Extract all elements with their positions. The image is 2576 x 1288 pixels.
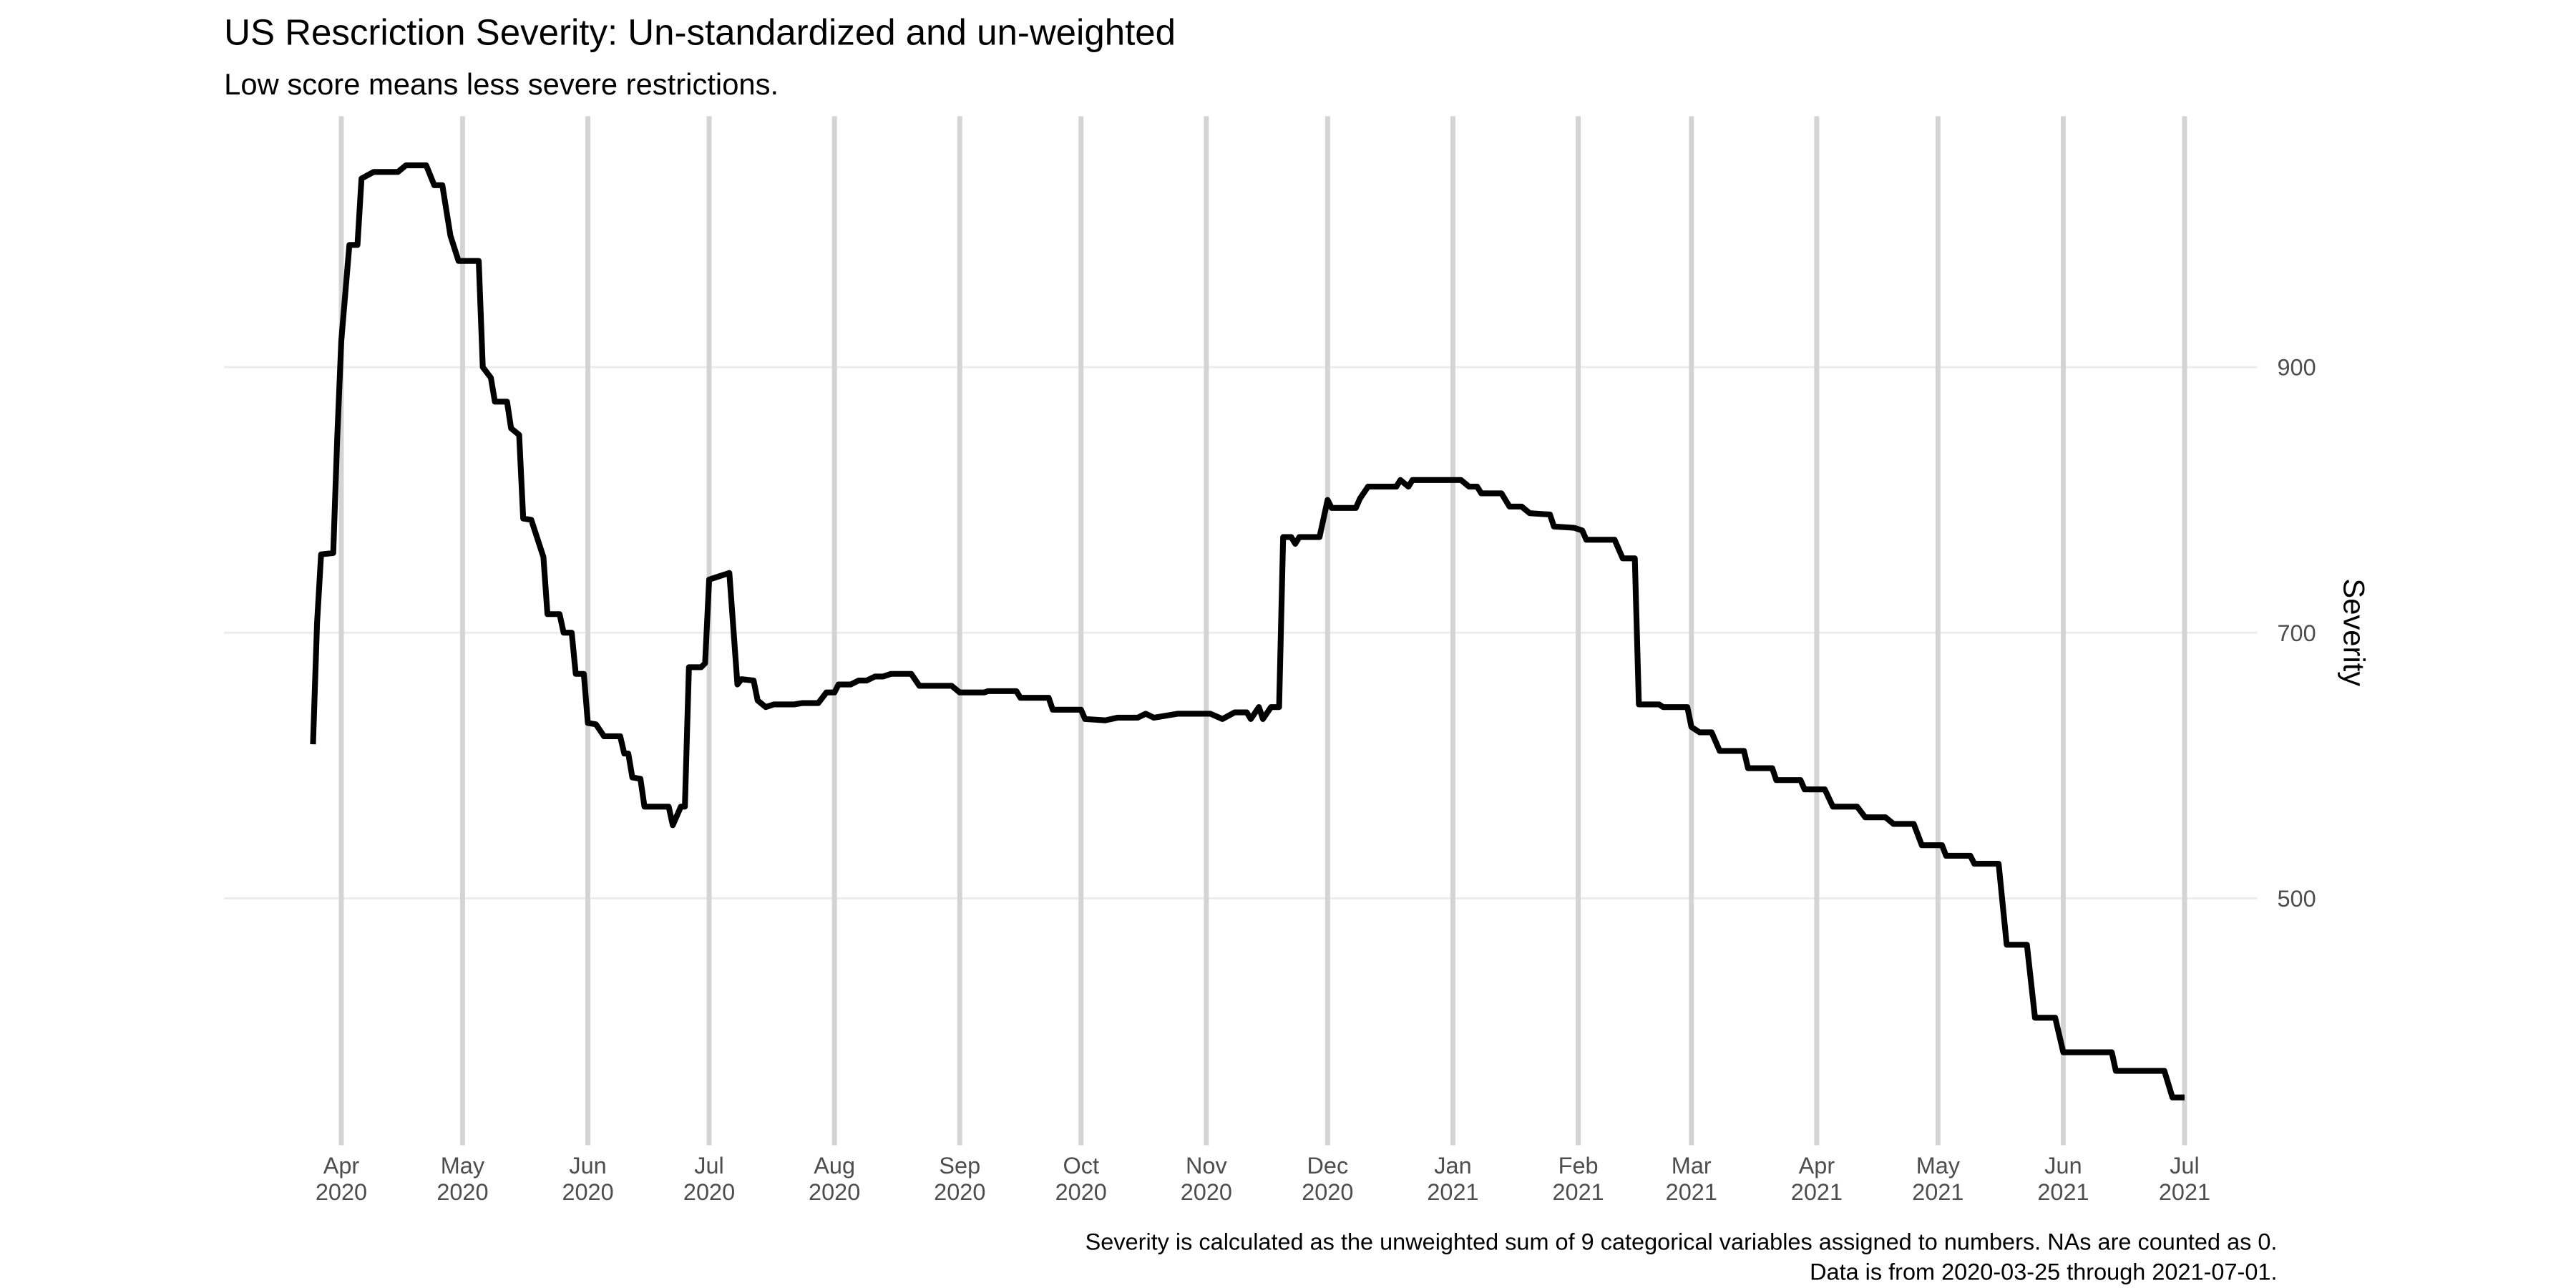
- y-tick-label: 900: [2277, 355, 2316, 381]
- line: [310, 162, 2185, 1101]
- x-tick-label: Aug 2020: [809, 1153, 860, 1205]
- y-tick-label: 500: [2277, 886, 2316, 912]
- y-axis-title: Severity: [2337, 578, 2371, 686]
- x-tick-label: May 2020: [436, 1153, 488, 1205]
- x-tick-label: Jun 2021: [2037, 1153, 2089, 1205]
- x-tick-label: Jul 2020: [683, 1153, 735, 1205]
- x-tick-label: Sep 2020: [934, 1153, 985, 1205]
- x-tick-label: Feb 2021: [1552, 1153, 1604, 1205]
- x-tick-label: Apr 2020: [316, 1153, 367, 1205]
- plot-area: [310, 162, 2185, 1101]
- chart-title: US Rescriction Severity: Un-standardized…: [224, 12, 1176, 53]
- x-tick-label: May 2021: [1912, 1153, 1963, 1205]
- caption: Data is from 2020-03-25 through 2021-07-…: [1810, 1259, 2277, 1284]
- chart-subtitle: Low score means less severe restrictions…: [224, 67, 779, 101]
- grid: 500 700 900 Apr 2020 May 2020 Jun 2020 Jul 2020 Aug…: [224, 116, 2316, 1205]
- x-tick-label: Jan 2021: [1427, 1153, 1478, 1205]
- x-tick-label: Oct 2020: [1055, 1153, 1107, 1205]
- x-tick-label: Jul 2021: [2159, 1153, 2210, 1205]
- caption: Severity is calculated as the unweighted…: [1085, 1229, 2278, 1255]
- x-tick-label: Apr 2021: [1791, 1153, 1843, 1205]
- x-tick-label: Jun 2020: [562, 1153, 613, 1205]
- y-tick-label: 700: [2277, 620, 2316, 646]
- x-tick-label: Mar 2021: [1666, 1153, 1717, 1205]
- x-tick-label: Dec 2020: [1302, 1153, 1353, 1205]
- x-tick-label: Nov 2020: [1181, 1153, 1232, 1205]
